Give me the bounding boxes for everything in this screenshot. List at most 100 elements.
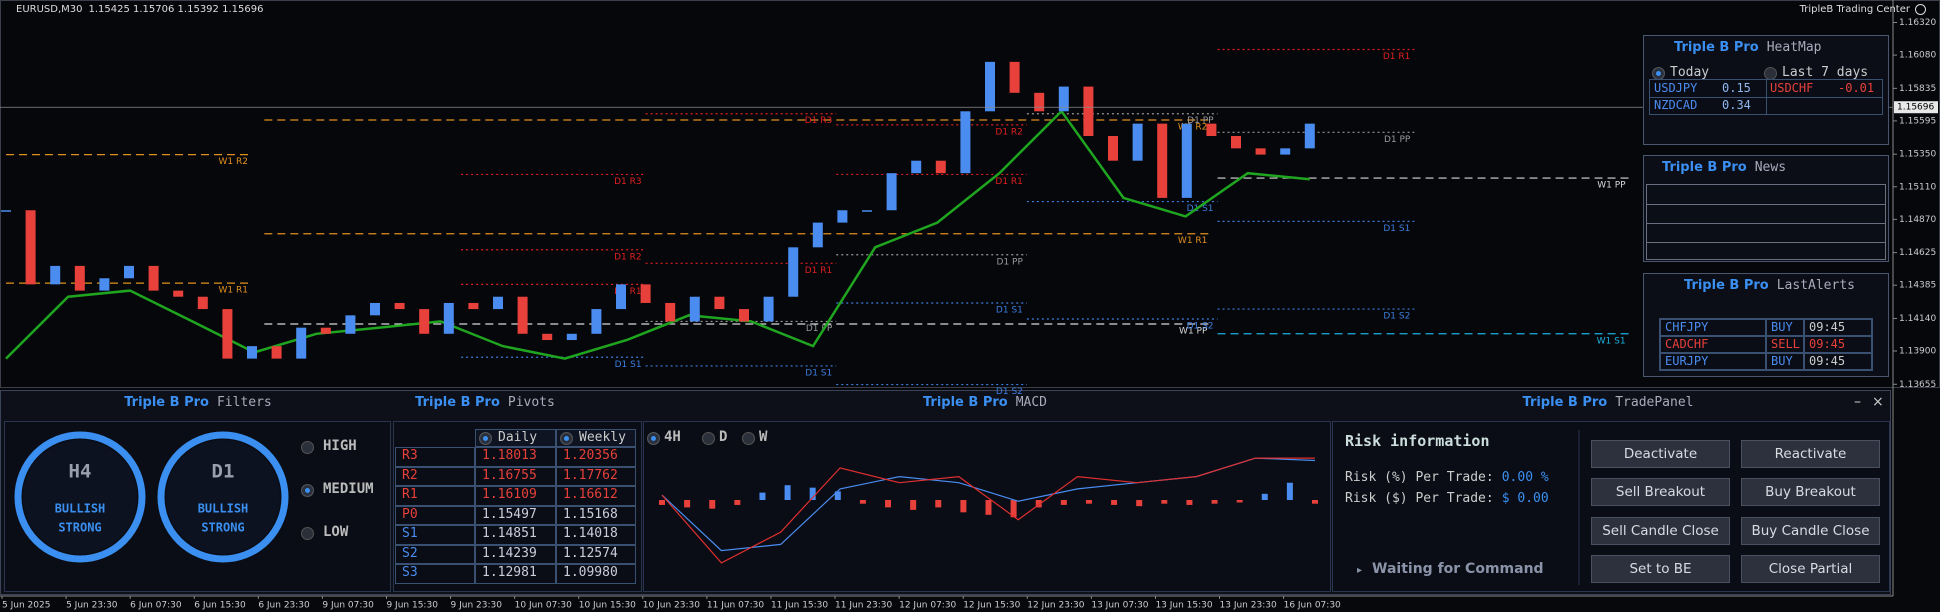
candle bbox=[616, 284, 626, 310]
pivot-text: R2 bbox=[402, 467, 418, 483]
histogram-bar bbox=[885, 500, 892, 508]
pivot-cell: 1.16755 bbox=[475, 466, 556, 486]
candle bbox=[960, 111, 971, 174]
pivot-cell: 1.12981 bbox=[475, 564, 556, 584]
histogram-bar bbox=[834, 491, 841, 500]
timeframe: W bbox=[759, 429, 768, 445]
candle bbox=[1034, 92, 1045, 112]
candle bbox=[1108, 135, 1118, 161]
button[interactable]: Sell Candle Close bbox=[1591, 516, 1730, 545]
histogram-bar bbox=[684, 500, 691, 508]
pivot-cell: 1.14239 bbox=[475, 544, 556, 564]
pivots-title: Triple B Pro Pivots bbox=[415, 395, 555, 410]
header: EURUSD,M30 1.15425 1.15706 1.15392 1.1569… bbox=[16, 4, 263, 15]
pivot-text: 1.15497 bbox=[482, 506, 537, 522]
radio[interactable] bbox=[479, 432, 492, 445]
histogram-bar bbox=[659, 500, 665, 505]
histogram-bar bbox=[1261, 493, 1268, 500]
radio[interactable] bbox=[301, 441, 314, 454]
risk-label: Risk ($) Per Trade: bbox=[1345, 491, 1494, 506]
x-tick-label: 10 Jun 07:30 bbox=[515, 601, 572, 611]
candle bbox=[517, 296, 528, 334]
pivot-label: D1 S2 bbox=[1383, 312, 1410, 322]
radio[interactable] bbox=[702, 432, 715, 445]
x-tick-label: 9 Jun 15:30 bbox=[386, 601, 438, 611]
histogram-bar bbox=[709, 500, 716, 509]
candle bbox=[1132, 123, 1143, 161]
pivot-cell: 1.09980 bbox=[556, 564, 636, 584]
pivot-label: W1 PP bbox=[1597, 181, 1626, 191]
heatmap-title: Triple B Pro HeatMap bbox=[1674, 40, 1822, 55]
pivot-label: W1 S1 bbox=[1597, 336, 1626, 346]
candle bbox=[443, 302, 454, 334]
button[interactable]: Reactivate bbox=[1741, 440, 1880, 468]
grid-row bbox=[1647, 242, 1885, 243]
gauge-strength: STRONG bbox=[201, 521, 244, 535]
histogram-bar bbox=[809, 487, 816, 500]
pivot-cell: R2 bbox=[395, 466, 475, 486]
histogram-bar bbox=[859, 500, 866, 504]
radio[interactable] bbox=[560, 432, 573, 445]
radio[interactable] bbox=[647, 432, 660, 445]
histogram-bar bbox=[1111, 500, 1118, 505]
alert-cell: BUY bbox=[1766, 319, 1804, 336]
alerts-table: CHFJPY BUY 09:45 CADCHF SELL 09:45 EURJPY BUY 09… bbox=[1659, 318, 1873, 371]
candle bbox=[1231, 135, 1241, 149]
pivot-cell: 1.20356 bbox=[556, 447, 636, 467]
candle bbox=[1058, 86, 1069, 112]
histogram-bar bbox=[1211, 500, 1218, 504]
x-tick-label: 12 Jun 15:30 bbox=[963, 601, 1020, 611]
y-tick-label: 1.14140 bbox=[1899, 314, 1936, 324]
candle bbox=[124, 265, 134, 279]
button[interactable]: Deactivate bbox=[1591, 440, 1730, 468]
pivot-text: 1.16109 bbox=[482, 487, 537, 502]
symbol: EURUSD,M30 bbox=[16, 4, 83, 15]
button[interactable]: Close Partial bbox=[1741, 554, 1880, 583]
y-tick-label: 1.14385 bbox=[1899, 281, 1936, 291]
grid-row bbox=[1647, 223, 1885, 224]
candle bbox=[812, 222, 823, 248]
histogram-bar bbox=[1161, 500, 1168, 504]
histogram-bar bbox=[1060, 500, 1067, 505]
histogram-bar bbox=[985, 500, 992, 515]
candle bbox=[173, 290, 184, 297]
button[interactable]: Sell Breakout bbox=[1591, 478, 1730, 507]
histogram-bar bbox=[1035, 500, 1042, 508]
candle bbox=[271, 346, 282, 359]
pivot-cell: S3 bbox=[395, 564, 475, 584]
candle bbox=[739, 309, 749, 322]
candle bbox=[1280, 148, 1291, 155]
pivot-label: D1 PP bbox=[806, 324, 833, 334]
alerts-panel: Triple B Pro LastAlerts CHFJPY BUY 09:45 CADC… bbox=[1643, 273, 1889, 377]
radio[interactable] bbox=[742, 432, 755, 445]
filters-title: Triple B Pro Filters bbox=[124, 395, 272, 410]
brand-name: Triple B Pro bbox=[1684, 278, 1769, 293]
button[interactable]: Buy Candle Close bbox=[1741, 516, 1880, 545]
x-tick-label: 10 Jun 23:30 bbox=[643, 601, 700, 611]
x-tick-label: 10 Jun 15:30 bbox=[579, 601, 636, 611]
row-split bbox=[1650, 97, 1882, 98]
alert-cell: CHFJPY bbox=[1660, 319, 1766, 336]
radio[interactable] bbox=[301, 484, 314, 497]
alert-text: CHFJPY bbox=[1665, 320, 1709, 334]
pivot-column: Weekly bbox=[579, 430, 626, 445]
close[interactable]: × bbox=[1872, 394, 1884, 410]
candle bbox=[197, 296, 208, 310]
gauge-ring bbox=[14, 431, 146, 563]
candle bbox=[296, 327, 307, 359]
button[interactable]: Buy Breakout bbox=[1741, 478, 1880, 507]
panel-title: Pivots bbox=[507, 395, 555, 410]
y-tick-label: 1.13900 bbox=[1899, 347, 1936, 357]
candle bbox=[763, 296, 774, 322]
radio[interactable] bbox=[301, 527, 314, 540]
candle bbox=[370, 302, 380, 316]
alert-text: 09:45 bbox=[1809, 320, 1846, 334]
trade-title: Triple B Pro TradePanel bbox=[1523, 395, 1694, 410]
candle bbox=[1009, 61, 1020, 93]
button[interactable]: Set to BE bbox=[1591, 554, 1730, 583]
risk-label: Risk (%) Per Trade: bbox=[1345, 470, 1494, 485]
minimize[interactable]: – bbox=[1854, 394, 1861, 410]
y-tick-label: 1.15595 bbox=[1899, 116, 1936, 126]
candle bbox=[1206, 123, 1217, 136]
candle bbox=[468, 302, 479, 310]
